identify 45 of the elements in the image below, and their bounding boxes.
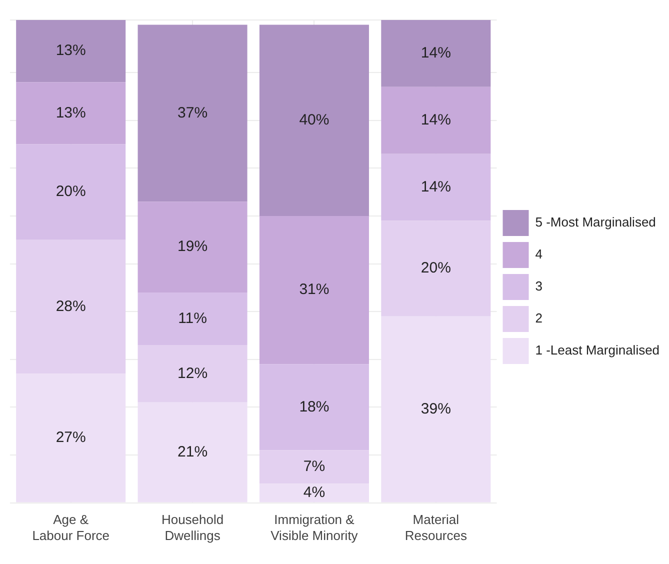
data-label: 27% <box>56 429 86 446</box>
data-label: 37% <box>178 104 208 122</box>
bar <box>259 450 369 484</box>
data-label: 28% <box>56 298 86 315</box>
bar <box>16 82 126 144</box>
legend-label: 1 -Least Marginalised <box>535 342 660 358</box>
bar <box>138 202 248 292</box>
data-label: 21% <box>178 444 208 460</box>
data-label: 7% <box>303 458 326 476</box>
x-tick-label: Immigration & Visible Minority <box>270 512 358 543</box>
data-label: 13% <box>56 104 86 122</box>
x-tick-label: Material Resources <box>404 512 468 543</box>
data-label: 20% <box>56 183 86 200</box>
bar <box>259 216 369 364</box>
data-label: 39% <box>420 400 451 418</box>
data-label: 13% <box>56 42 86 60</box>
bar <box>138 345 248 402</box>
bar <box>259 24 369 216</box>
bar <box>16 144 126 240</box>
data-label: 14% <box>420 112 451 129</box>
data-label: 19% <box>178 238 208 256</box>
bar <box>138 292 248 346</box>
bar <box>381 154 491 221</box>
legend-label: 2 <box>535 310 542 326</box>
bar <box>381 220 491 316</box>
bar <box>138 24 248 202</box>
data-label: 31% <box>299 281 330 298</box>
data-label: 14% <box>420 44 451 62</box>
bar <box>16 240 126 374</box>
data-label: 18% <box>299 398 330 416</box>
data-label: 20% <box>420 260 451 277</box>
x-tick-label: Household Dwellings <box>161 512 224 543</box>
bar <box>259 364 369 450</box>
data-label: 12% <box>178 364 208 382</box>
x-tick-label: Age & Labour Force <box>32 512 110 543</box>
legend-label: 5 -Most Marginalised <box>535 214 656 230</box>
data-label: 4% <box>303 484 326 502</box>
bar <box>381 86 491 154</box>
bar <box>16 20 126 82</box>
data-label: 40% <box>299 112 330 129</box>
bar <box>381 20 491 87</box>
data-label: 11% <box>178 310 207 327</box>
legend-label: 3 <box>535 278 542 294</box>
data-label: 14% <box>420 178 451 196</box>
legend-label: 4 <box>535 246 542 262</box>
